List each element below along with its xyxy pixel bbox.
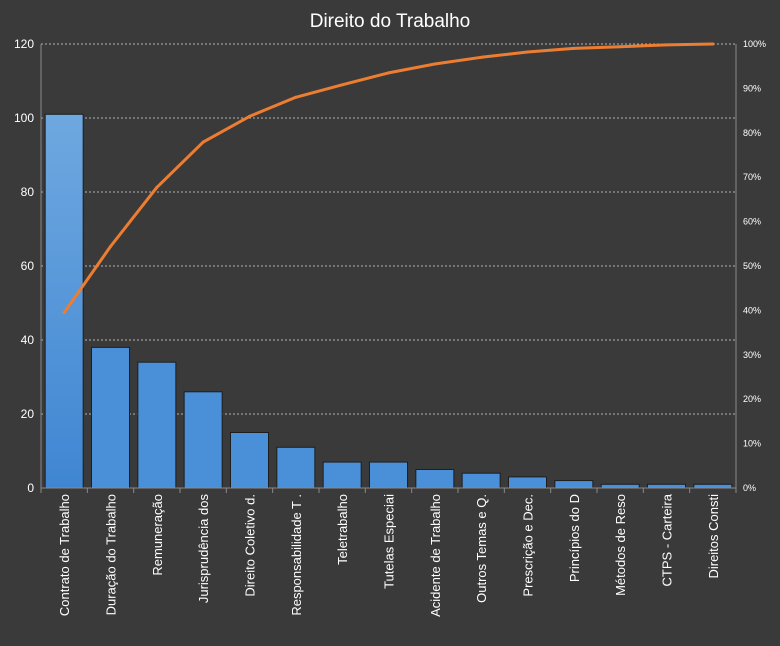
- y2-tick-label: 90%: [743, 83, 761, 93]
- y-tick-label: 80: [21, 185, 35, 199]
- x-tick-label: Direitos Consti: [706, 494, 721, 579]
- line-point: [618, 45, 622, 49]
- grid-lines: [41, 43, 736, 415]
- x-axis: Contrato de Trabalho Duração do Trabalho R…: [40, 487, 737, 617]
- y2-tick-label: 10%: [743, 439, 761, 449]
- y2-tick-label: 50%: [743, 261, 761, 271]
- bar: [137, 361, 177, 489]
- x-tick-label: Remuneração: [150, 494, 165, 576]
- line-point: [665, 43, 668, 47]
- x-tick-label: Jurisprudência dos: [196, 494, 211, 604]
- line-point: [340, 83, 344, 87]
- line-point: [711, 42, 715, 46]
- bar: [276, 446, 316, 489]
- x-tick-label: CTPS - Carteira: [660, 493, 675, 586]
- bar: [415, 469, 455, 489]
- chart-title: Direito do Trabalho: [310, 11, 471, 32]
- bar: [91, 346, 130, 489]
- cumulative-line-series: [62, 42, 715, 315]
- y2-tick-label: 70%: [743, 172, 761, 182]
- x-tick-label: Tutelas Especiai: [382, 494, 397, 589]
- bar: [369, 461, 408, 489]
- y2-tick-label: 30%: [743, 350, 761, 360]
- y-tick-label: 40: [21, 333, 35, 347]
- line-point: [155, 185, 159, 189]
- bar: [461, 472, 501, 489]
- line-point: [248, 114, 251, 118]
- line-point: [201, 140, 205, 144]
- line-point: [294, 95, 298, 99]
- y-tick-label: 100: [14, 111, 34, 125]
- x-tick-label: Contrato de Trabalho: [57, 494, 72, 616]
- x-tick-label: Teletrabalho: [335, 494, 350, 565]
- y-axis-left: 0 20 40 60 80 100 120: [14, 37, 42, 495]
- y-tick-label: 120: [14, 37, 34, 51]
- line-point: [479, 55, 483, 59]
- line-point: [387, 71, 390, 75]
- bar: [322, 461, 362, 489]
- y2-tick-label: 60%: [743, 217, 761, 227]
- y-tick-label: 60: [21, 259, 35, 273]
- bar: [508, 476, 547, 489]
- y2-tick-label: 40%: [743, 305, 761, 315]
- bar: [230, 432, 269, 489]
- x-tick-label: Responsabilidade T .: [289, 494, 304, 616]
- y2-tick-label: 0%: [743, 483, 756, 493]
- bar: [600, 483, 640, 489]
- x-tick-label: Acidente de Trabalho: [428, 494, 443, 617]
- x-tick-label: Métodos de Reso: [613, 494, 628, 596]
- bar: [693, 483, 733, 489]
- bar: [44, 113, 84, 489]
- bar: [554, 480, 594, 489]
- line-point: [572, 46, 576, 50]
- line-point: [433, 62, 437, 66]
- bar: [183, 391, 223, 489]
- y2-tick-label: 100%: [743, 39, 766, 49]
- y-tick-label: 0: [27, 481, 34, 495]
- x-tick-label: Direito Coletivo d.: [243, 494, 258, 597]
- y2-tick-label: 80%: [743, 128, 761, 138]
- x-tick-label: Princípios do D: [567, 494, 582, 582]
- x-tick-label: Outros Temas e Q.: [474, 494, 489, 603]
- y-tick-label: 20: [21, 407, 35, 421]
- bar: [647, 483, 686, 489]
- cumulative-line: [62, 42, 715, 315]
- bar-series: [44, 113, 733, 489]
- x-tick-label: Duração do Trabalho: [104, 494, 119, 615]
- y2-tick-label: 20%: [743, 394, 761, 404]
- x-tick-label: Prescrição e Dec.: [521, 494, 536, 597]
- line-point: [109, 244, 112, 248]
- line-point: [62, 311, 66, 315]
- y-axis-right: 0% 10% 20% 30% 40% 50% 60% 70% 80% 90% 100%: [735, 39, 766, 493]
- line-point: [526, 50, 529, 54]
